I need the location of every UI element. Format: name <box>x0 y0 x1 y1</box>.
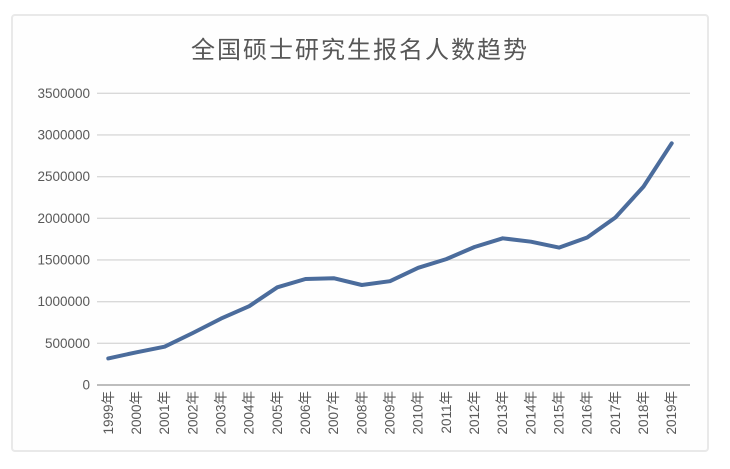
x-tick-label: 1999年 <box>101 391 116 435</box>
x-tick-label: 2007年 <box>326 391 341 435</box>
x-tick-label: 2018年 <box>636 391 651 435</box>
x-tick-label: 2008年 <box>354 391 369 435</box>
y-tick-label: 3000000 <box>37 127 90 142</box>
x-tick-label: 2004年 <box>242 391 257 435</box>
y-tick-label: 1500000 <box>37 252 90 267</box>
y-tick-label: 2500000 <box>37 169 90 184</box>
x-tick-label: 2012年 <box>467 391 482 435</box>
x-tick-label: 2000年 <box>129 391 144 435</box>
y-tick-label: 0 <box>82 378 90 393</box>
x-tick-label: 2010年 <box>411 391 426 435</box>
x-tick-label: 2014年 <box>523 391 538 435</box>
x-tick-label: 2016年 <box>580 391 595 435</box>
x-tick-label: 2009年 <box>383 391 398 435</box>
x-tick-label: 2005年 <box>270 391 285 435</box>
x-tick-label: 2019年 <box>664 391 679 435</box>
x-tick-label: 2002年 <box>185 391 200 435</box>
x-tick-label: 2003年 <box>213 391 228 435</box>
data-series-line <box>106 141 674 361</box>
x-tick-label: 2006年 <box>298 391 313 435</box>
y-tick-label: 500000 <box>45 336 90 351</box>
x-tick-label: 2017年 <box>608 391 623 435</box>
x-tick-label: 2013年 <box>495 391 510 435</box>
y-tick-label: 2000000 <box>37 211 90 226</box>
x-tick-label: 2011年 <box>439 391 454 434</box>
y-tick-label: 3500000 <box>37 86 90 101</box>
x-tick-label: 2015年 <box>552 391 567 435</box>
chart-title: 全国硕士研究生报名人数趋势 <box>191 37 529 64</box>
x-tick-label: 2001年 <box>157 391 172 435</box>
y-tick-label: 1000000 <box>37 294 90 309</box>
